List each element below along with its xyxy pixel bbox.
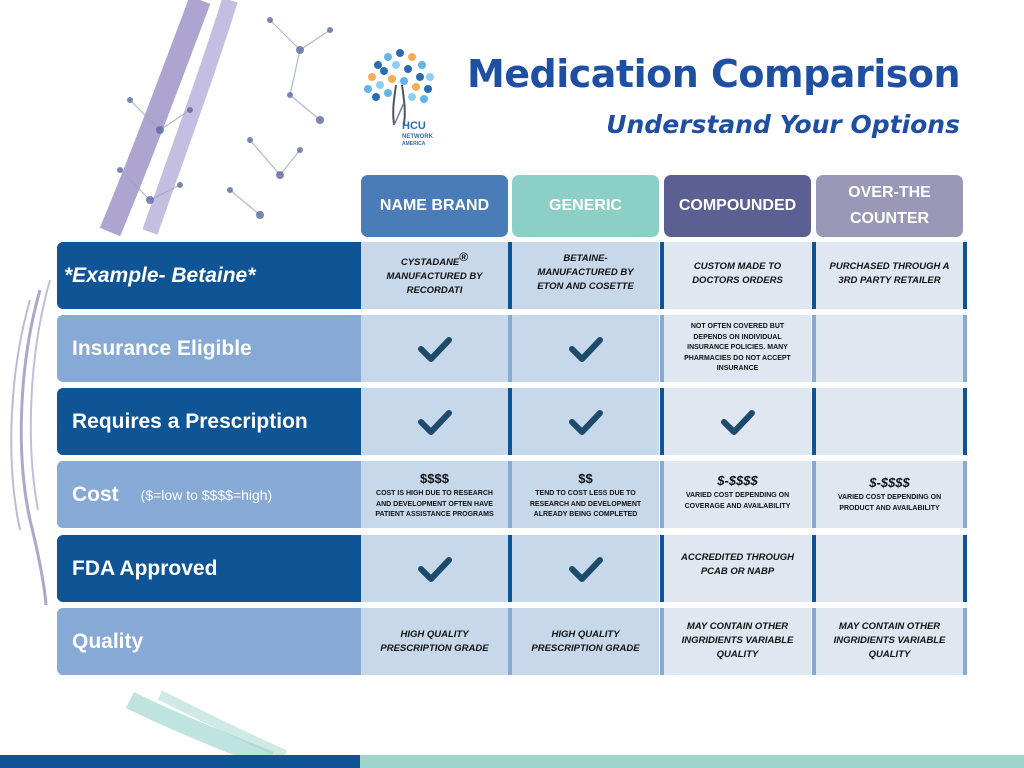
svg-text:NETWORK: NETWORK	[402, 134, 434, 140]
cost-scale-note: ($=low to $$$$=high)	[140, 486, 273, 503]
column-divider	[812, 608, 816, 675]
cell-cost-name-brand: $$$$ COST IS HIGH DUE TO RESEARCH AND DE…	[361, 461, 508, 528]
cost-otc-text: VARIED COST DEPENDING ON PRODUCT AND AVA…	[837, 494, 942, 512]
check-icon	[568, 336, 603, 362]
example-compounded-text: CUSTOM MADE TO DOCTORS ORDERS	[692, 261, 783, 286]
cell-prescription-otc	[816, 388, 963, 455]
price-generic: $$	[578, 471, 593, 486]
page-title: Medication Comparison	[466, 52, 961, 96]
column-divider	[508, 461, 512, 528]
column-header-name-brand: NAME BRAND	[361, 175, 508, 237]
cell-insurance-generic	[512, 315, 659, 382]
cost-name-brand-text: COST IS HIGH DUE TO RESEARCH AND DEVELOP…	[375, 490, 494, 518]
column-header-generic: GENERIC	[512, 175, 659, 237]
column-divider	[508, 388, 512, 455]
cost-generic-text: TEND TO COST LESS DUE TO RESEARCH AND DE…	[529, 490, 642, 518]
check-icon	[568, 556, 603, 582]
column-divider	[812, 535, 816, 602]
cell-example-generic: BETAINE- MANUFACTURED BY ETON AND COSETT…	[512, 242, 659, 309]
registered-mark: ®	[459, 250, 469, 264]
cell-quality-compounded: MAY CONTAIN OTHER INGRIDIENTS VARIABLE Q…	[664, 608, 811, 675]
column-divider	[812, 315, 816, 382]
quality-name-brand-text: HIGH QUALITY PRESCRIPTION GRADE	[380, 628, 489, 654]
row-label-fda: FDA Approved	[57, 535, 361, 602]
row-end-cap	[963, 535, 967, 602]
check-icon	[417, 556, 452, 582]
cell-quality-name-brand: HIGH QUALITY PRESCRIPTION GRADE	[361, 608, 508, 675]
check-icon	[417, 336, 452, 362]
column-divider	[812, 388, 816, 455]
row-label-quality: Quality	[57, 608, 361, 675]
cell-prescription-name-brand	[361, 388, 508, 455]
example-otc-text: PURCHASED THROUGH A 3RD PARTY RETAILER	[829, 261, 950, 286]
cell-example-compounded: CUSTOM MADE TO DOCTORS ORDERS	[664, 242, 811, 309]
row-label-insurance: Insurance Eligible	[57, 315, 361, 382]
row-end-cap	[963, 608, 967, 675]
quality-generic-text: HIGH QUALITY PRESCRIPTION GRADE	[531, 628, 640, 654]
quality-otc-text: MAY CONTAIN OTHER INGRIDIENTS VARIABLE Q…	[833, 621, 946, 660]
cell-example-name-brand: CYSTADANE® MANUFACTURED BY RECORDATI	[361, 242, 508, 309]
cell-insurance-name-brand	[361, 315, 508, 382]
cell-quality-otc: MAY CONTAIN OTHER INGRIDIENTS VARIABLE Q…	[816, 608, 963, 675]
column-divider	[508, 535, 512, 602]
fda-compounded-text: ACCREDITED THROUGH PCAB OR NABP	[681, 552, 794, 577]
column-divider	[660, 315, 664, 382]
hcu-network-logo: HCU NETWORK AMERICA	[364, 49, 434, 147]
cell-cost-compounded: $-$$$$ VARIED COST DEPENDING ON COVERAGE…	[664, 461, 811, 528]
column-divider	[660, 388, 664, 455]
footer-bar-blue	[0, 755, 360, 768]
cell-cost-otc: $-$$$$ VARIED COST DEPENDING ON PRODUCT …	[816, 461, 963, 528]
cost-label: Cost	[72, 482, 119, 506]
price-name-brand: $$$$	[420, 471, 449, 486]
column-divider	[508, 608, 512, 675]
cell-prescription-generic	[512, 388, 659, 455]
cell-quality-generic: HIGH QUALITY PRESCRIPTION GRADE	[512, 608, 659, 675]
cell-prescription-compounded	[664, 388, 811, 455]
row-end-cap	[963, 388, 967, 455]
cost-compounded-text: VARIED COST DEPENDING ON COVERAGE AND AV…	[684, 492, 791, 510]
row-end-cap	[963, 242, 967, 309]
example-name-brand-line1: CYSTADANE	[400, 257, 460, 269]
price-otc: $-$$$$	[869, 475, 910, 490]
check-icon	[720, 409, 755, 435]
column-divider	[660, 608, 664, 675]
row-label-example: *Example- Betaine*	[57, 242, 361, 309]
column-divider	[660, 535, 664, 602]
footer-bar-teal	[360, 755, 1024, 768]
svg-text:AMERICA: AMERICA	[402, 141, 426, 147]
insurance-compounded-text: NOT OFTEN COVERED BUT DEPENDS ON INDIVID…	[684, 323, 791, 373]
example-generic-text: BETAINE- MANUFACTURED BY ETON AND COSETT…	[537, 253, 634, 292]
column-divider	[660, 242, 664, 309]
page-subtitle: Understand Your Options	[606, 110, 960, 139]
row-label-cost: Cost ($=low to $$$$=high)	[57, 461, 361, 528]
cell-fda-generic	[512, 535, 659, 602]
cell-example-otc: PURCHASED THROUGH A 3RD PARTY RETAILER	[816, 242, 963, 309]
cell-insurance-otc	[816, 315, 963, 382]
column-divider	[812, 242, 816, 309]
column-divider	[660, 461, 664, 528]
price-compounded: $-$$$$	[717, 473, 758, 488]
row-label-prescription: Requires a Prescription	[57, 388, 361, 455]
row-end-cap	[963, 315, 967, 382]
check-icon	[568, 409, 603, 435]
column-header-otc: OVER-THE COUNTER	[816, 175, 963, 237]
column-header-compounded: COMPOUNDED	[664, 175, 811, 237]
column-divider	[508, 315, 512, 382]
cell-fda-otc	[816, 535, 963, 602]
quality-compounded-text: MAY CONTAIN OTHER INGRIDIENTS VARIABLE Q…	[681, 621, 794, 660]
column-divider	[812, 461, 816, 528]
cell-fda-name-brand	[361, 535, 508, 602]
cell-fda-compounded: ACCREDITED THROUGH PCAB OR NABP	[664, 535, 811, 602]
column-divider	[508, 242, 512, 309]
check-icon	[417, 409, 452, 435]
row-end-cap	[963, 461, 967, 528]
cell-cost-generic: $$ TEND TO COST LESS DUE TO RESEARCH AND…	[512, 461, 659, 528]
example-name-brand-line2: MANUFACTURED BY RECORDATI	[386, 271, 483, 297]
decorative-fiber-art	[10, 0, 333, 768]
cell-insurance-compounded: NOT OFTEN COVERED BUT DEPENDS ON INDIVID…	[664, 315, 811, 382]
logo-hcu-text: HCU	[402, 120, 426, 132]
